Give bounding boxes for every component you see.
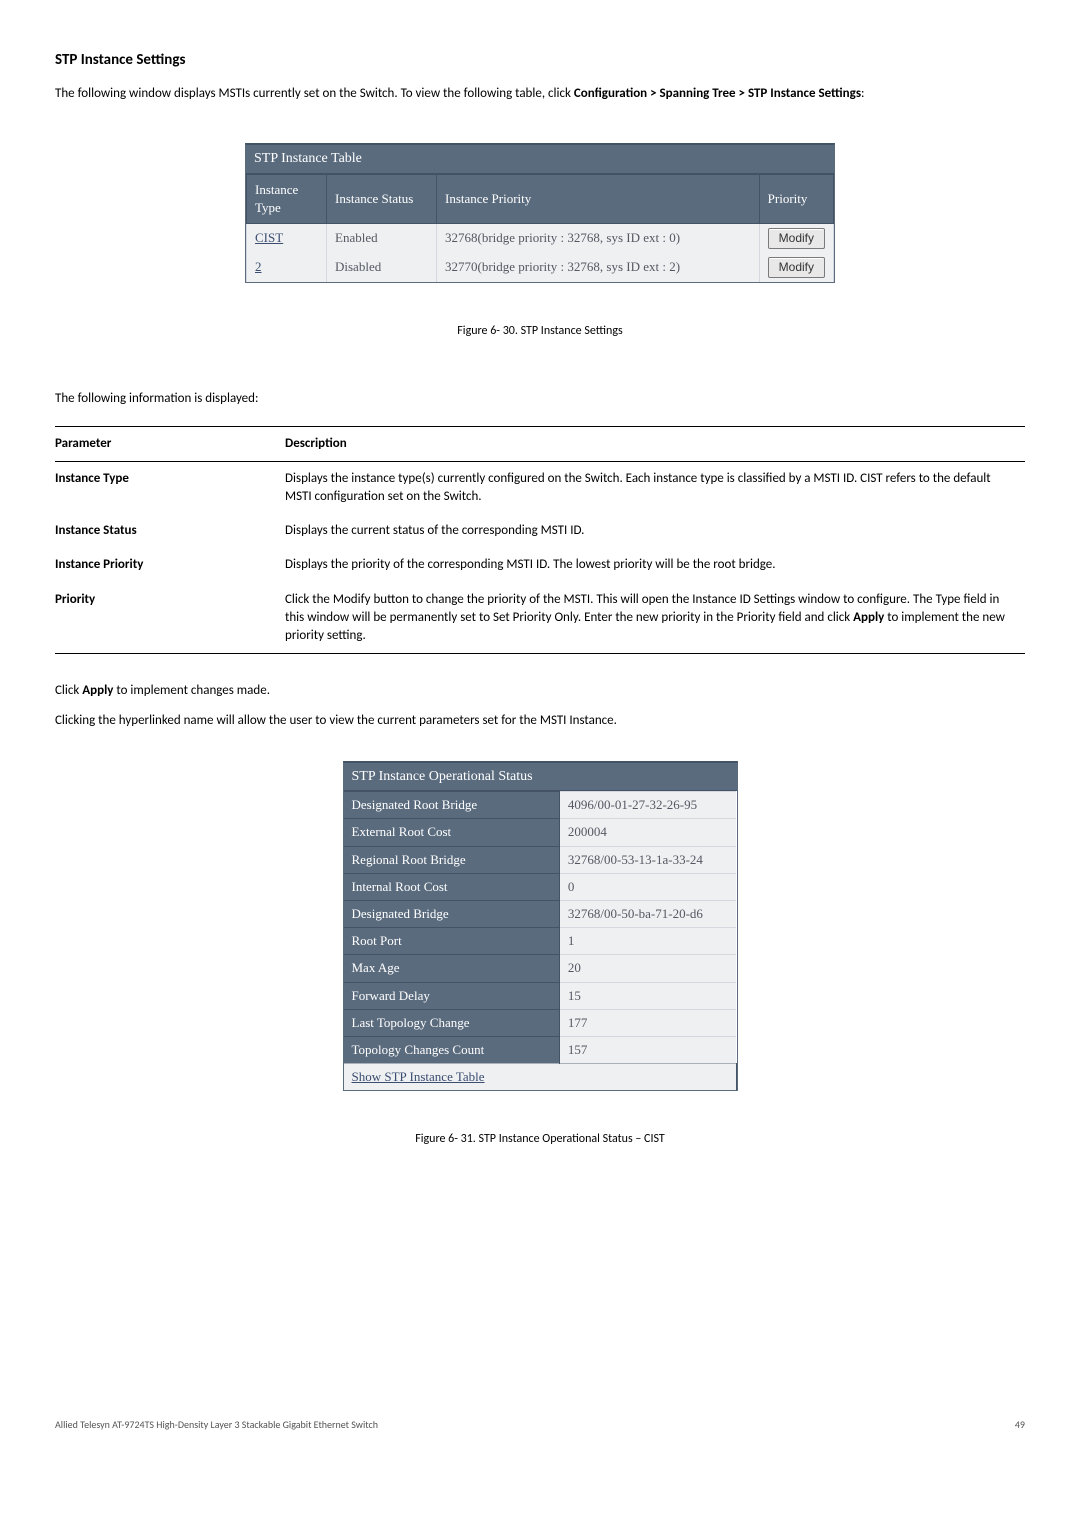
param-row: Instance Priority Displays the priority … <box>55 548 1025 582</box>
footer-left: Allied Telesyn AT-9724TS High-Density La… <box>55 1418 378 1432</box>
param-name: Instance Priority <box>55 548 285 582</box>
op-value: 157 <box>559 1036 736 1063</box>
intro-bold: Configuration > Spanning Tree > STP Inst… <box>574 86 861 101</box>
table-row: 2 Disabled 32770(bridge priority : 32768… <box>247 253 834 282</box>
op-value: 0 <box>559 873 736 900</box>
param-row: Priority Click the Modify button to chan… <box>55 583 1025 654</box>
op-value: 1 <box>559 928 736 955</box>
param-name: Instance Status <box>55 514 285 548</box>
instance-status-cell: Disabled <box>327 253 437 282</box>
op-status-table-container: STP Instance Operational Status Designat… <box>343 761 738 1092</box>
op-value: 15 <box>559 982 736 1009</box>
op-label: Designated Bridge <box>344 900 560 927</box>
op-status-table-title: STP Instance Operational Status <box>344 763 737 792</box>
param-desc-bold: Apply <box>853 610 884 625</box>
op-label: Max Age <box>344 955 560 982</box>
param-name: Priority <box>55 583 285 654</box>
op-row: External Root Cost200004 <box>344 819 737 846</box>
op-row: Regional Root Bridge32768/00-53-13-1a-33… <box>344 846 737 873</box>
op-label: Last Topology Change <box>344 1009 560 1036</box>
col-priority: Priority <box>759 174 833 223</box>
intro-pre: The following window displays MSTIs curr… <box>55 86 574 101</box>
op-row: Designated Bridge32768/00-50-ba-71-20-d6 <box>344 900 737 927</box>
op-row: Topology Changes Count157 <box>344 1036 737 1063</box>
op-value: 20 <box>559 955 736 982</box>
page-footer: Allied Telesyn AT-9724TS High-Density La… <box>55 1418 1025 1432</box>
op-value: 177 <box>559 1009 736 1036</box>
op-row: Root Port1 <box>344 928 737 955</box>
modify-button[interactable]: Modify <box>768 228 825 249</box>
apply-bold: Apply <box>82 683 113 698</box>
col-instance-type: Instance Type <box>247 174 327 223</box>
op-value: 32768/00-50-ba-71-20-d6 <box>559 900 736 927</box>
op-row: Internal Root Cost0 <box>344 873 737 900</box>
op-label: Topology Changes Count <box>344 1036 560 1063</box>
modify-button[interactable]: Modify <box>768 257 825 278</box>
parameter-table: Parameter Description Instance Type Disp… <box>55 426 1025 655</box>
param-row: Instance Type Displays the instance type… <box>55 461 1025 514</box>
op-value: 4096/00-01-27-32-26-95 <box>559 792 736 819</box>
col-instance-status: Instance Status <box>327 174 437 223</box>
param-desc: Displays the current status of the corre… <box>285 514 1025 548</box>
op-row: Forward Delay15 <box>344 982 737 1009</box>
param-desc: Displays the priority of the correspondi… <box>285 548 1025 582</box>
param-desc: Displays the instance type(s) currently … <box>285 461 1025 514</box>
table-row: CIST Enabled 32768(bridge priority : 327… <box>247 224 834 253</box>
instance-type-link[interactable]: 2 <box>255 259 262 274</box>
section-title: STP Instance Settings <box>55 50 1025 71</box>
param-name: Instance Type <box>55 461 285 514</box>
op-label: Root Port <box>344 928 560 955</box>
op-row: Last Topology Change177 <box>344 1009 737 1036</box>
param-header-description: Description <box>285 426 1025 461</box>
info-displayed-text: The following information is displayed: <box>55 390 1025 408</box>
param-row: Instance Status Displays the current sta… <box>55 514 1025 548</box>
apply-text: Click Apply to implement changes made. <box>55 682 1025 700</box>
op-row: Designated Root Bridge4096/00-01-27-32-2… <box>344 792 737 819</box>
op-status-table: Designated Root Bridge4096/00-01-27-32-2… <box>344 791 737 1090</box>
apply-pre: Click <box>55 683 82 698</box>
stp-instance-table-title: STP Instance Table <box>246 145 834 174</box>
figure-caption-1: Figure 6- 30. STP Instance Settings <box>55 323 1025 340</box>
op-value: 32768/00-53-13-1a-33-24 <box>559 846 736 873</box>
param-desc: Click the Modify button to change the pr… <box>285 583 1025 654</box>
op-row: Max Age20 <box>344 955 737 982</box>
intro-paragraph: The following window displays MSTIs curr… <box>55 85 1025 103</box>
instance-type-link[interactable]: CIST <box>255 230 283 245</box>
op-value: 200004 <box>559 819 736 846</box>
instance-status-cell: Enabled <box>327 224 437 253</box>
instance-priority-cell: 32770(bridge priority : 32768, sys ID ex… <box>437 253 760 282</box>
op-label: Internal Root Cost <box>344 873 560 900</box>
apply-post: to implement changes made. <box>113 683 270 698</box>
op-label: Forward Delay <box>344 982 560 1009</box>
stp-instance-table-container: STP Instance Table Instance Type Instanc… <box>245 143 835 283</box>
figure-caption-2: Figure 6- 31. STP Instance Operational S… <box>55 1131 1025 1148</box>
col-instance-priority: Instance Priority <box>437 174 760 223</box>
param-header-parameter: Parameter <box>55 426 285 461</box>
instance-priority-cell: 32768(bridge priority : 32768, sys ID ex… <box>437 224 760 253</box>
op-link-row: Show STP Instance Table <box>344 1064 737 1091</box>
op-label: Designated Root Bridge <box>344 792 560 819</box>
hyperlink-text: Clicking the hyperlinked name will allow… <box>55 712 1025 730</box>
op-label: External Root Cost <box>344 819 560 846</box>
stp-instance-table: Instance Type Instance Status Instance P… <box>246 174 834 282</box>
intro-post: : <box>861 86 864 101</box>
op-label: Regional Root Bridge <box>344 846 560 873</box>
footer-page-number: 49 <box>1015 1418 1025 1432</box>
show-stp-instance-table-link[interactable]: Show STP Instance Table <box>352 1069 485 1084</box>
